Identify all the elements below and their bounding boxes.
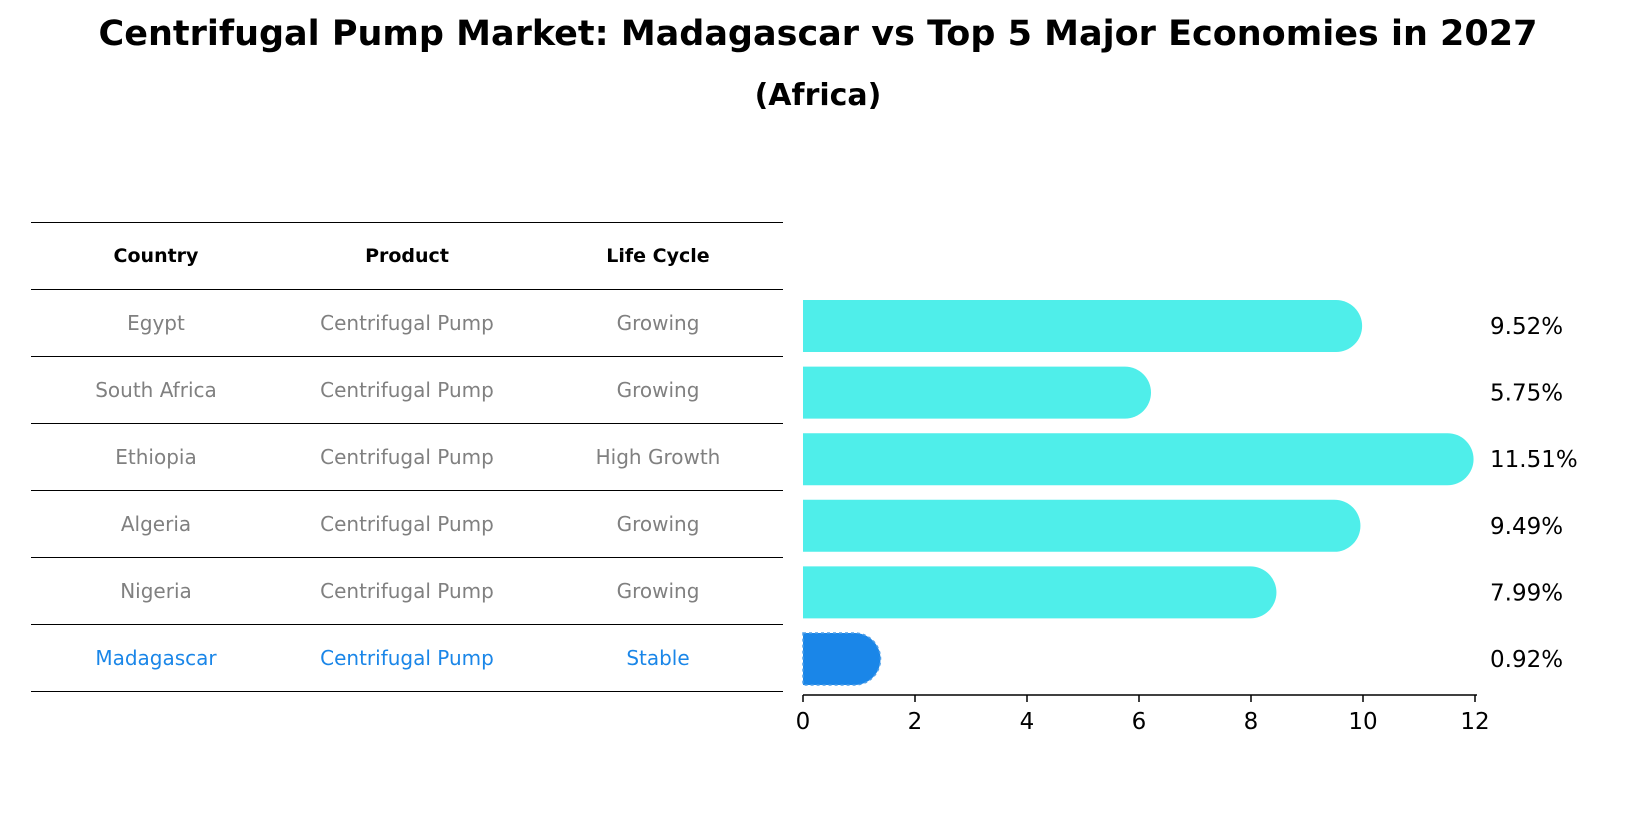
cell-product: Centrifugal Pump [320,512,494,536]
bar-madagascar [802,632,882,686]
table-row: South Africa Centrifugal Pump Growing [31,356,783,423]
cell-country: South Africa [95,378,217,402]
bar-value-label: 7.99% [1490,580,1563,606]
x-tick-label: 8 [1244,709,1259,735]
x-tick-label: 6 [1132,709,1147,735]
bar-value-label: 0.92% [1490,647,1563,673]
header-country: Country [113,245,199,267]
cell-country: Ethiopia [115,445,197,469]
cell-life-cycle: Growing [616,579,700,603]
cell-life-cycle: Growing [616,378,700,402]
table-row-highlighted: Madagascar Centrifugal Pump Stable [31,624,783,692]
header-product: Product [365,245,449,267]
bar-nigeria [803,566,1277,619]
chart-title: Centrifugal Pump Market: Madagascar vs T… [98,14,1538,54]
cell-country: Egypt [127,311,185,335]
cell-product: Centrifugal Pump [320,579,494,603]
header-life-cycle: Life Cycle [606,245,710,267]
cell-country: Madagascar [95,646,217,670]
bar-value-label: 9.52% [1490,314,1563,340]
bar-algeria [803,499,1361,552]
cell-product: Centrifugal Pump [320,311,494,335]
bar-south-africa [803,366,1152,419]
chart-subtitle: (Africa) [754,78,882,113]
table-header-row: Country Product Life Cycle [31,222,783,289]
cell-life-cycle: Growing [616,512,700,536]
table-row: Algeria Centrifugal Pump Growing [31,490,783,557]
cell-life-cycle: Growing [616,311,700,335]
cell-product: Centrifugal Pump [320,445,494,469]
cell-life-cycle: Stable [626,646,690,670]
bar-value-label: 5.75% [1490,381,1563,407]
bar-egypt [803,300,1363,352]
x-tick-label: 4 [1020,709,1035,735]
bar-value-label: 9.49% [1490,514,1563,540]
x-tick-label: 10 [1348,709,1377,735]
cell-country: Nigeria [120,579,192,603]
x-tick-label: 2 [908,709,923,735]
country-table: Country Product Life Cycle Egypt Centrif… [31,222,783,692]
table-row: Egypt Centrifugal Pump Growing [31,289,783,356]
table-row: Ethiopia Centrifugal Pump High Growth [31,423,783,490]
cell-life-cycle: High Growth [595,445,721,469]
x-tick-label: 12 [1460,709,1489,735]
x-tick-label: 0 [796,709,811,735]
bar-ethiopia [803,433,1474,486]
table-row: Nigeria Centrifugal Pump Growing [31,557,783,624]
bar-value-label: 11.51% [1490,447,1578,473]
cell-product: Centrifugal Pump [320,378,494,402]
cell-product: Centrifugal Pump [320,646,494,670]
cell-country: Algeria [120,512,192,536]
